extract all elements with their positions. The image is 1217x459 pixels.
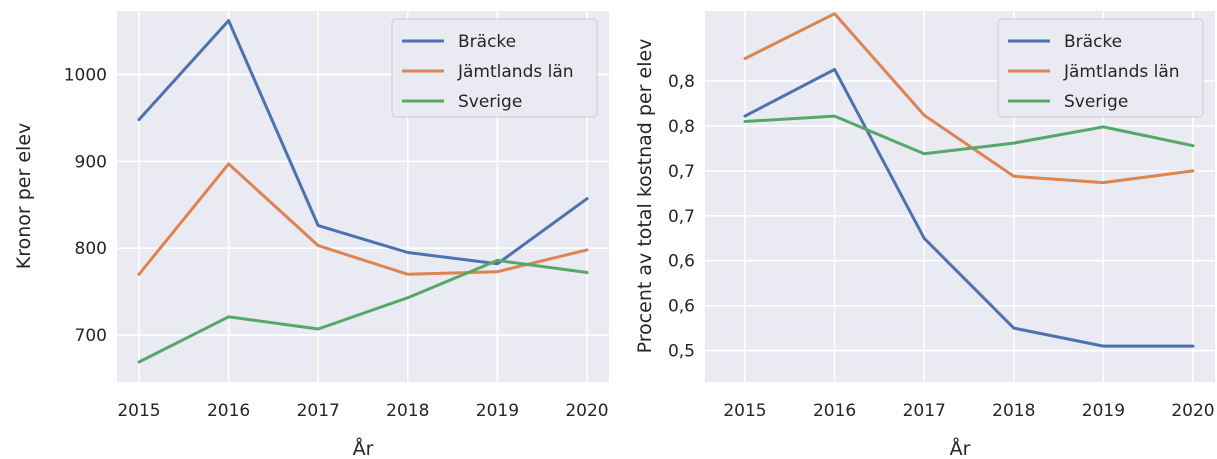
legend-label: Sverige xyxy=(458,92,522,112)
x-tick-label: 2018 xyxy=(992,401,1035,421)
y-tick-label: 0,6 xyxy=(668,297,695,317)
y-tick-label: 1000 xyxy=(64,65,107,85)
legend: Bräcke Jämtlands län Sverige xyxy=(997,18,1204,118)
y-tick-label: 0,8 xyxy=(668,72,695,92)
y-tick-label: 0,8 xyxy=(668,117,695,137)
x-tick-label: 2017 xyxy=(297,401,340,421)
legend-box xyxy=(391,18,598,118)
x-tick-label: 2015 xyxy=(117,401,160,421)
x-tick-label: 2016 xyxy=(813,401,856,421)
series-line-sverige xyxy=(743,114,1195,156)
chart-panel-1: 700 800 900 1000 2015 2016 2017 2018 2019 2020 År K… xyxy=(13,11,609,459)
y-tick-label: 0,6 xyxy=(668,252,695,272)
x-tick-label: 2015 xyxy=(723,401,766,421)
legend-label: Jämtlands län xyxy=(1063,62,1180,82)
legend: Bräcke Jämtlands län Sverige xyxy=(391,18,598,118)
series-line-bräcke xyxy=(137,19,589,266)
y-axis-label: Procent av total kostnad per elev xyxy=(634,39,656,354)
x-axis-label: År xyxy=(950,437,971,459)
x-tick-label: 2019 xyxy=(1082,401,1125,421)
y-tick-label: 0,7 xyxy=(668,207,695,227)
legend-label: Jämtlands län xyxy=(457,62,574,82)
series-line-jämtlands-län xyxy=(743,12,1195,185)
y-tick-label: 700 xyxy=(75,326,107,346)
legend-label: Bräcke xyxy=(458,32,516,52)
y-tick-label: 0,5 xyxy=(668,342,695,362)
x-tick-label: 2016 xyxy=(207,401,250,421)
y-tick-label: 900 xyxy=(75,152,107,172)
legend-box xyxy=(997,18,1204,118)
series-line-bräcke xyxy=(743,67,1195,348)
x-axis-label: År xyxy=(353,437,374,459)
legend-label: Sverige xyxy=(1064,92,1128,112)
y-axis-label: Kronor per elev xyxy=(13,123,35,270)
x-tick-label: 2020 xyxy=(1171,401,1214,421)
chart-panel-2: 0,5 0,6 0,6 0,7 0,7 0,8 0,8 2015 2016 2017 2018 201… xyxy=(634,11,1215,459)
x-tick-label: 2019 xyxy=(476,401,519,421)
legend-label: Bräcke xyxy=(1064,32,1122,52)
x-tick-label: 2018 xyxy=(386,401,429,421)
x-tick-label: 2020 xyxy=(565,401,608,421)
series-line-jämtlands-län xyxy=(137,162,589,276)
y-tick-label: 0,7 xyxy=(668,162,695,182)
y-tick-label: 800 xyxy=(75,239,107,259)
x-tick-label: 2017 xyxy=(903,401,946,421)
series-line-sverige xyxy=(137,258,589,364)
